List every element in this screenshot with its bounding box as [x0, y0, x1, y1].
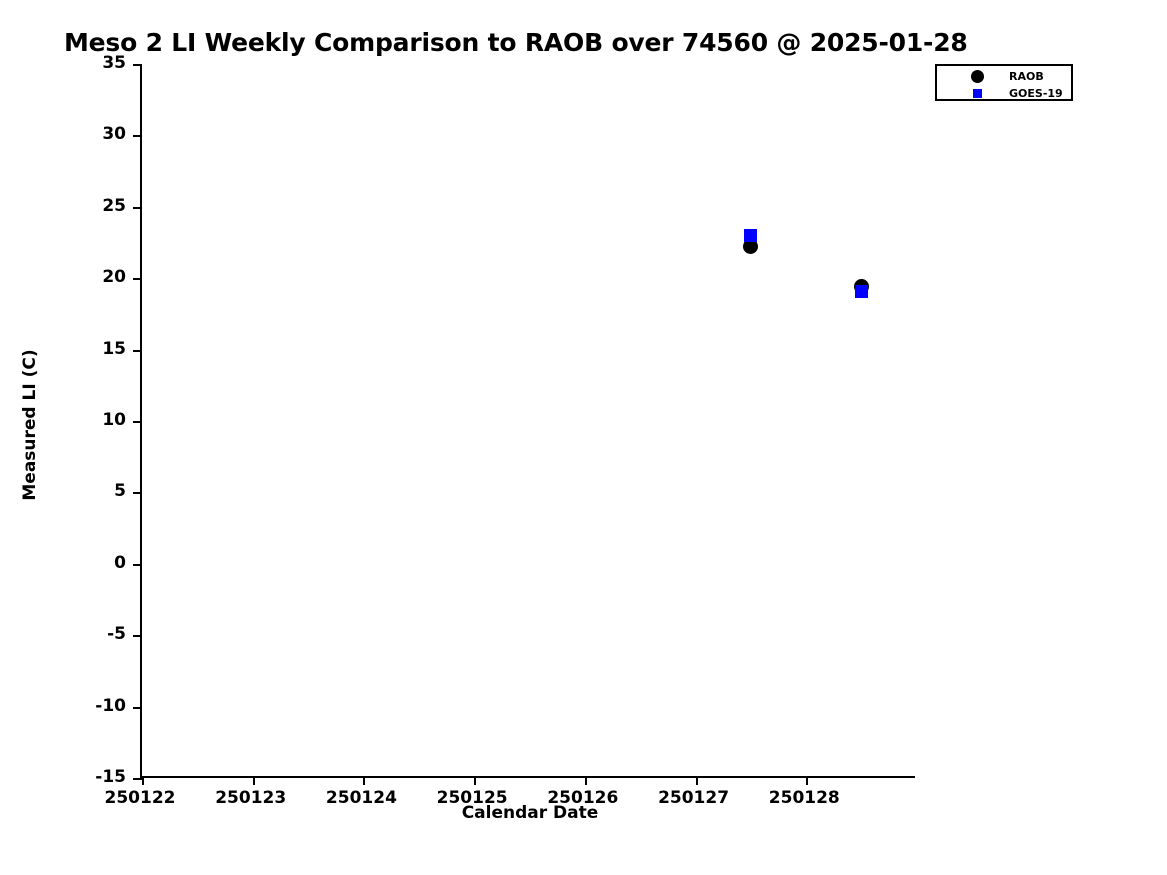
x-axis-tick-label: 250124: [325, 788, 397, 808]
x-axis-tick: [806, 776, 809, 785]
y-axis-tick: [133, 349, 142, 352]
legend-label: RAOB: [1009, 70, 1044, 83]
legend-marker-slot: [967, 85, 987, 102]
legend-label: GOES-19: [1009, 87, 1063, 100]
x-axis-tick: [252, 776, 255, 785]
legend-circle-icon: [970, 70, 984, 83]
legend-square-icon: [972, 89, 982, 98]
legend-item-goes-19[interactable]: GOES-19: [937, 85, 1071, 102]
y-axis-tick: [133, 635, 142, 638]
x-axis-tick: [584, 776, 587, 785]
y-axis-tick-label: -15: [95, 767, 126, 787]
y-axis-tick: [133, 64, 142, 66]
chart-legend: RAOB GOES-19: [935, 64, 1073, 101]
y-axis-tick: [133, 278, 142, 281]
x-axis-tick-label: 250122: [104, 788, 176, 808]
data-point-goes-19: [744, 228, 758, 242]
legend-marker-slot: [967, 68, 987, 85]
x-axis-tick: [142, 776, 144, 785]
y-axis-label: Measured LI (C): [20, 349, 40, 501]
data-point-goes-19: [855, 284, 869, 298]
x-axis-tick: [695, 776, 698, 785]
y-axis-tick: [133, 492, 142, 495]
y-axis-tick-label: 35: [102, 53, 126, 73]
y-axis-tick-label: 0: [114, 552, 126, 573]
y-axis-tick: [133, 563, 142, 566]
y-axis-tick: [133, 706, 142, 709]
y-axis-tick-label: 15: [102, 338, 126, 359]
legend-item-raob[interactable]: RAOB: [937, 68, 1071, 85]
y-axis-tick: [133, 421, 142, 423]
y-axis-tick-label: 25: [102, 195, 126, 216]
y-axis-tick-label: 5: [114, 481, 126, 502]
x-axis-tick: [363, 776, 366, 785]
y-axis-tick: [133, 135, 142, 138]
y-axis-tick-label: 20: [102, 267, 126, 288]
plot-area: [133, 64, 915, 785]
x-axis-tick-label: 250126: [547, 788, 619, 808]
y-axis-tick-label: 30: [102, 124, 126, 145]
y-axis-tick: [133, 778, 142, 780]
x-axis-tick-label: 250125: [436, 788, 508, 808]
y-axis-tick: [133, 206, 142, 209]
y-axis-tick-label: 10: [102, 410, 126, 430]
x-axis-label: Calendar Date: [461, 803, 599, 823]
y-axis-tick-label: -10: [95, 695, 126, 716]
page-title: Meso 2 LI Weekly Comparison to RAOB over…: [64, 28, 968, 57]
y-axis-tick-label: -5: [107, 624, 126, 645]
x-axis-tick-label: 250128: [768, 788, 840, 808]
x-axis-tick-label: 250123: [215, 788, 287, 808]
x-axis-tick: [474, 776, 477, 785]
data-point-raob: [743, 239, 759, 255]
x-axis-tick-label: 250127: [658, 788, 730, 808]
